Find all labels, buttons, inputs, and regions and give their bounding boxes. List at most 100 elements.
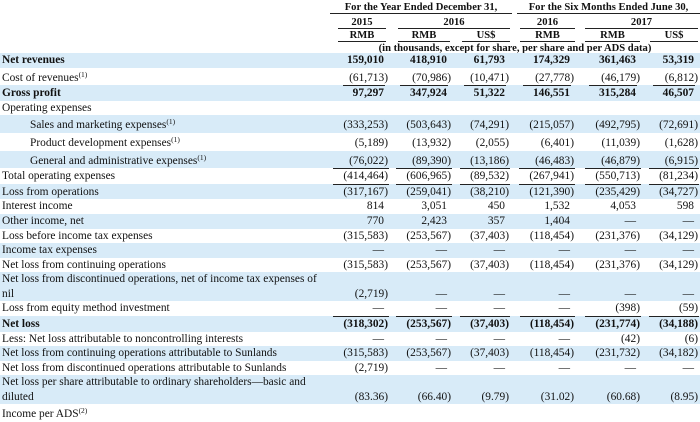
value-cell: 53,319 (642, 53, 700, 68)
value-cell: (253,567) (390, 346, 453, 361)
value-cell: (46,483) (511, 150, 576, 169)
value-cell: — (372, 302, 384, 315)
value-cell: 598 (676, 200, 694, 213)
value-cell: (13,186) (453, 150, 511, 169)
value-cell: (231,732) (576, 346, 642, 361)
value-cell: (34,129) (659, 229, 698, 242)
table-row: Operating expenses (0, 101, 700, 116)
row-label: Loss from operations (0, 183, 327, 200)
value-cell (390, 404, 453, 422)
value-cell: — (511, 286, 576, 302)
value-cell: (317,167) (327, 183, 390, 200)
row-label: Interest income (2, 200, 73, 213)
value-cell: 3,051 (421, 200, 447, 213)
year-group-header: For the Year Ended December 31, (330, 2, 512, 14)
value-cell (576, 404, 642, 422)
value-cell: (231,774) (576, 315, 642, 332)
row-label: Net loss from discontinued operations at… (2, 361, 287, 374)
value-cell: — (576, 286, 642, 302)
value-cell (327, 272, 390, 287)
value-cell: 315,284 (576, 85, 642, 101)
value-cell: (118,454) (511, 346, 576, 361)
value-cell: (37,403) (453, 346, 511, 361)
currency-4: RMB (520, 30, 575, 42)
value-cell (576, 375, 642, 390)
value-cell: — (642, 286, 700, 302)
value-cell: (315,583) (343, 229, 388, 242)
value-cell: (6,812) (664, 71, 698, 84)
footnote-marker: (1) (171, 134, 180, 144)
value-cell: (118,454) (511, 315, 576, 332)
value-cell: 814 (366, 200, 384, 213)
value-cell: — (642, 243, 700, 258)
value-cell: (231,376) (595, 258, 640, 271)
value-cell: (215,057) (511, 115, 576, 133)
table-row: diluted (83.36) (66.40) (9.79) (31.02) (60.68… (0, 389, 700, 405)
value-cell: (46,179) (601, 71, 640, 84)
value-cell: (10,471) (470, 71, 509, 84)
row-label: Loss from equity method investment (2, 302, 170, 315)
currency-6: US$ (650, 30, 698, 42)
value-cell (642, 101, 700, 116)
row-label: Income per ADS(2) (2, 406, 88, 421)
value-cell: (81,234) (642, 168, 700, 184)
table-row: Other income, net 770 2,423 357 1,404— — (0, 213, 700, 229)
value-cell: 51,322 (453, 85, 511, 101)
value-cell: (11,039) (601, 136, 641, 149)
value-cell: (37,403) (453, 315, 511, 332)
value-cell: 770 (327, 213, 390, 229)
row-label: Total operating expenses (2, 170, 116, 183)
value-cell: 450 (487, 200, 505, 213)
row-label: Net loss from continuing operations (2, 258, 166, 271)
footnote-marker: (1) (78, 69, 88, 79)
value-cell (576, 272, 642, 287)
value-cell: — (327, 243, 390, 258)
table-row: Sales and marketing expenses(1) (333,253)… (0, 115, 700, 133)
value-cell: (253,567) (406, 258, 451, 271)
year-2015: 2015 (338, 17, 386, 29)
six-month-group-header: For the Six Months Ended June 30, (517, 2, 700, 14)
row-label: Net loss from discontinued operations, n… (0, 272, 327, 287)
value-cell: — (390, 286, 453, 302)
value-cell: (606,965) (390, 168, 453, 184)
value-cell: (38,210) (453, 183, 511, 200)
value-cell: (253,567) (390, 315, 453, 332)
value-cell: — (558, 332, 570, 345)
value-cell: (492,795) (576, 115, 642, 133)
value-cell: (315,583) (343, 258, 388, 271)
table-row: Net loss from continuing operations attr… (0, 346, 700, 361)
value-cell: (318,302) (327, 315, 390, 332)
value-cell: (267,941) (511, 168, 576, 184)
value-cell: (6,915) (642, 150, 700, 169)
value-cell (327, 101, 390, 116)
value-cell (453, 404, 511, 422)
row-label: Less: Net loss attributable to noncontro… (2, 332, 244, 345)
value-cell: — (576, 213, 642, 229)
value-cell (390, 101, 453, 116)
value-cell (511, 101, 576, 116)
value-cell: (259,041) (390, 183, 453, 200)
value-cell: (503,643) (390, 115, 453, 133)
row-label: Cost of revenues(1) (2, 69, 88, 84)
value-cell: (37,403) (470, 258, 509, 271)
value-cell: (231,376) (595, 229, 640, 242)
value-cell: (37,403) (470, 229, 509, 242)
value-cell: 174,329 (511, 53, 576, 68)
unit-note: (in thousands, except for share, per sha… (378, 43, 652, 54)
table-row: Interest income 814 3,051 450 1,532 4,053 598 (0, 199, 700, 214)
value-cell: 347,924 (390, 85, 453, 101)
value-cell: — (372, 332, 384, 345)
value-cell: (1,628) (664, 136, 698, 149)
value-cell: (13,932) (412, 136, 451, 149)
table-row: Net loss from discontinued operations at… (0, 361, 700, 376)
value-cell: (118,454) (529, 229, 574, 242)
row-label: Income tax expenses (0, 243, 327, 258)
footnote-marker: (1) (166, 117, 176, 127)
value-cell: (70,986) (412, 71, 451, 84)
value-cell: (42) (621, 332, 640, 345)
six-month-2017: 2017 (585, 17, 698, 29)
currency-1: RMB (338, 30, 386, 42)
value-cell (511, 375, 576, 390)
table-header: For the Year Ended December 31, For the … (0, 0, 700, 55)
income-statement-table: Net revenues 159,010 418,910 61,793 174,329 3… (0, 53, 700, 422)
